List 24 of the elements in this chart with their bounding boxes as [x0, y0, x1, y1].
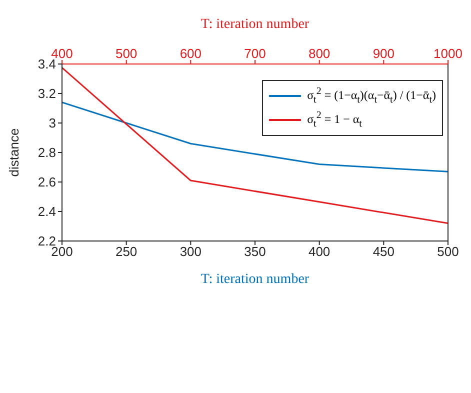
x-axis-title: T: iteration number: [200, 272, 310, 287]
x2-axis-title: T: iteration number: [200, 16, 310, 32]
line-series: [62, 102, 448, 172]
x2-tick-label: 1000: [434, 46, 462, 61]
y-tick-label: 3.2: [38, 86, 56, 102]
x-tick-label: 500: [437, 244, 459, 260]
y-tick-label: 3: [48, 116, 56, 131]
x-tick-label: 450: [372, 244, 395, 260]
x-tick-label: 400: [308, 244, 330, 260]
legend-label: σ$_{t}$$^{2}$ = 1 − α$_{t}$: [307, 110, 362, 130]
text: σ$_{t}$$^{2}$ = (1−α$_{t}$)(α$_{t}$−ᾱ$_{t}$) / (1−ᾱ$_{t}$): [307, 86, 436, 106]
y-tick-label: 2.4: [38, 204, 56, 220]
x2-tick-label: 700: [244, 46, 266, 61]
x2-tick-label: 800: [308, 46, 330, 61]
x-tick-label: 300: [180, 244, 202, 260]
x2-tick-label: 900: [372, 46, 395, 61]
x-tick-label: 200: [51, 244, 73, 260]
x-tick-label: 350: [244, 244, 266, 260]
x2-tick-label: 600: [180, 46, 202, 61]
y-tick-label: 2.6: [38, 174, 56, 190]
y-axis-title: distance: [6, 128, 22, 177]
x2-tick-label: 500: [115, 46, 138, 61]
y-tick-label: 2.8: [38, 145, 56, 160]
x-tick-label: 250: [115, 244, 138, 260]
